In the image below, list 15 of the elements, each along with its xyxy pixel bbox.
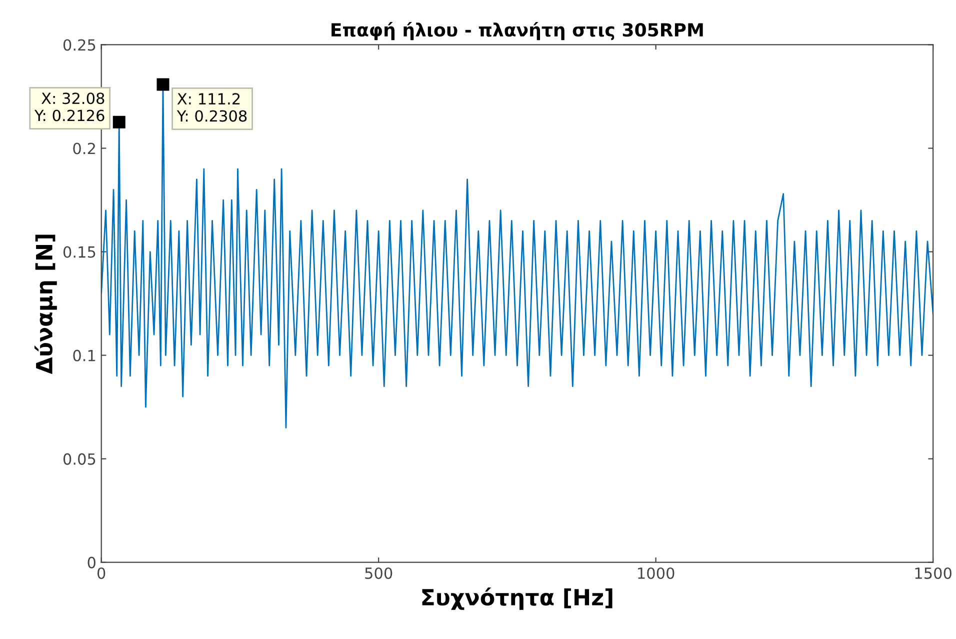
x-tick-label: 1000	[638, 567, 674, 580]
annotation: X: 111.2 Y: 0.2308	[176, 93, 247, 122]
x-axis-title: Συχνότητα [Hz]	[422, 588, 612, 610]
y-tick-label: 0.05	[63, 453, 96, 465]
annotation: X: 32.08 Y: 0.2126	[34, 92, 104, 122]
chart-title: Επαφή ήλιου - πλανήτη στις 305RPM	[332, 22, 703, 40]
y-tick-label: 0.25	[63, 39, 96, 51]
x-tick-label: 500	[365, 567, 392, 580]
y-tick-label: 0.1	[73, 350, 96, 362]
x-tick-label: 1500	[915, 567, 952, 580]
y-tick-label: 0.15	[63, 246, 96, 258]
y-tick-label: 0.2	[73, 142, 95, 154]
x-tick-label: 0	[97, 567, 106, 580]
y-tick-label: 0	[88, 556, 96, 568]
y-axis-title: Δύναμη [N]	[34, 234, 57, 374]
